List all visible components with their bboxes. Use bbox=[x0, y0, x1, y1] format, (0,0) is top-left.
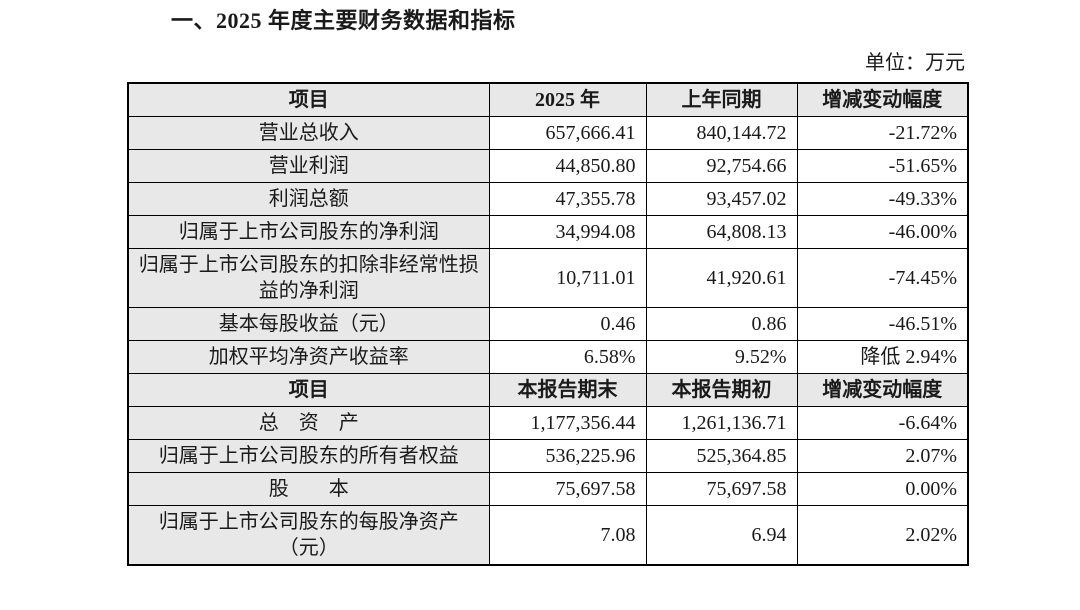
row-value-change: -46.00% bbox=[796, 215, 969, 249]
row-label: 营业总收入 bbox=[127, 116, 490, 150]
table-row: 总 资 产 1,177,356.44 1,261,136.71 -6.64% bbox=[127, 406, 969, 440]
row-value-prior: 6.94 bbox=[645, 505, 798, 566]
row-value-current: 6.58% bbox=[488, 340, 647, 374]
row-value-current: 75,697.58 bbox=[488, 472, 647, 506]
row-value-change: -49.33% bbox=[796, 182, 969, 216]
table-header-row: 项目 本报告期末 本报告期初 增减变动幅度 bbox=[127, 373, 969, 407]
row-value-current: 0.46 bbox=[488, 307, 647, 341]
row-label: 归属于上市公司股东的扣除非经常性损益的净利润 bbox=[127, 248, 490, 308]
table-header-row: 项目 2025 年上年同期 增减变动幅度 bbox=[127, 82, 969, 117]
row-value-prior: 64,808.13 bbox=[645, 215, 798, 249]
table-row: 利润总额 47,355.78 93,457.02 -49.33% bbox=[127, 182, 969, 216]
row-label: 股 本 bbox=[127, 472, 490, 506]
financial-table-body: 项目 2025 年上年同期 增减变动幅度 营业总收入 657,666.41 840,144… bbox=[127, 82, 969, 566]
row-value-prior: 840,144.72 bbox=[645, 116, 798, 150]
row-value-prior: 41,920.61 bbox=[645, 248, 798, 308]
row-value-prior: 525,364.85 bbox=[645, 439, 798, 473]
row-value-current: 657,666.41 bbox=[488, 116, 647, 150]
column-header: 项目 bbox=[127, 82, 490, 117]
table-row: 归属于上市公司股东的所有者权益 536,225.96 525,364.85 2.07% bbox=[127, 439, 969, 473]
column-header: 上年同期 bbox=[645, 82, 798, 117]
row-label: 加权平均净资产收益率 bbox=[127, 340, 490, 374]
row-label: 归属于上市公司股东的每股净资产（元） bbox=[127, 505, 490, 566]
row-value-current: 47,355.78 bbox=[488, 182, 647, 216]
row-value-prior: 9.52% bbox=[645, 340, 798, 374]
document-content: 一、2025 年度主要财务数据和指标 单位：万元 项目 2025 年上年同期 增减变… bbox=[127, 0, 969, 566]
column-header: 本报告期初 bbox=[645, 373, 798, 407]
row-value-change: -51.65% bbox=[796, 149, 969, 183]
row-value-change: 降低 2.94% bbox=[796, 340, 969, 374]
table-row: 营业总收入 657,666.41 840,144.72 -21.72% bbox=[127, 116, 969, 150]
row-value-prior: 92,754.66 bbox=[645, 149, 798, 183]
row-value-current: 1,177,356.44 bbox=[488, 406, 647, 440]
row-value-change: -46.51% bbox=[796, 307, 969, 341]
row-label: 营业利润 bbox=[127, 149, 490, 183]
row-value-change: 2.02% bbox=[796, 505, 969, 566]
row-value-current: 34,994.08 bbox=[488, 215, 647, 249]
table-row: 归属于上市公司股东的每股净资产（元） 7.08 6.94 2.02% bbox=[127, 505, 969, 566]
row-value-prior: 1,261,136.71 bbox=[645, 406, 798, 440]
column-header: 增减变动幅度 bbox=[796, 373, 969, 407]
row-value-change: 0.00% bbox=[796, 472, 969, 506]
row-value-change: -21.72% bbox=[796, 116, 969, 150]
row-value-prior: 0.86 bbox=[645, 307, 798, 341]
column-header: 2025 年 bbox=[488, 82, 647, 117]
row-value-change: 2.07% bbox=[796, 439, 969, 473]
table-row: 归属于上市公司股东的扣除非经常性损益的净利润 10,711.01 41,920.61… bbox=[127, 248, 969, 308]
row-label: 归属于上市公司股东的所有者权益 bbox=[127, 439, 490, 473]
row-label: 利润总额 bbox=[127, 182, 490, 216]
column-header: 项目 bbox=[127, 373, 490, 407]
row-label: 基本每股收益（元） bbox=[127, 307, 490, 341]
row-value-prior: 75,697.58 bbox=[645, 472, 798, 506]
row-value-change: -6.64% bbox=[796, 406, 969, 440]
table-row: 归属于上市公司股东的净利润 34,994.08 64,808.13 -46.00% bbox=[127, 215, 969, 249]
column-header: 增减变动幅度 bbox=[796, 82, 969, 117]
financial-data-table: 项目 2025 年上年同期 增减变动幅度 营业总收入 657,666.41 840,144… bbox=[127, 82, 969, 566]
table-row: 股 本 75,697.58 75,697.58 0.00% bbox=[127, 472, 969, 506]
row-value-change: -74.45% bbox=[796, 248, 969, 308]
table-row: 基本每股收益（元） 0.46 0.86 -46.51% bbox=[127, 307, 969, 341]
row-value-current: 7.08 bbox=[488, 505, 647, 566]
row-label: 总 资 产 bbox=[127, 406, 490, 440]
column-header: 本报告期末 bbox=[488, 373, 647, 407]
row-value-current: 44,850.80 bbox=[488, 149, 647, 183]
table-row: 营业利润 44,850.80 92,754.66 -51.65% bbox=[127, 149, 969, 183]
row-value-current: 536,225.96 bbox=[488, 439, 647, 473]
row-value-prior: 93,457.02 bbox=[645, 182, 798, 216]
section-title: 一、2025 年度主要财务数据和指标 bbox=[171, 8, 516, 33]
row-value-current: 10,711.01 bbox=[488, 248, 647, 308]
row-label: 归属于上市公司股东的净利润 bbox=[127, 215, 490, 249]
unit-label: 单位：万元 bbox=[865, 52, 965, 74]
table-row: 加权平均净资产收益率 6.58% 9.52% 降低 2.94% bbox=[127, 340, 969, 374]
